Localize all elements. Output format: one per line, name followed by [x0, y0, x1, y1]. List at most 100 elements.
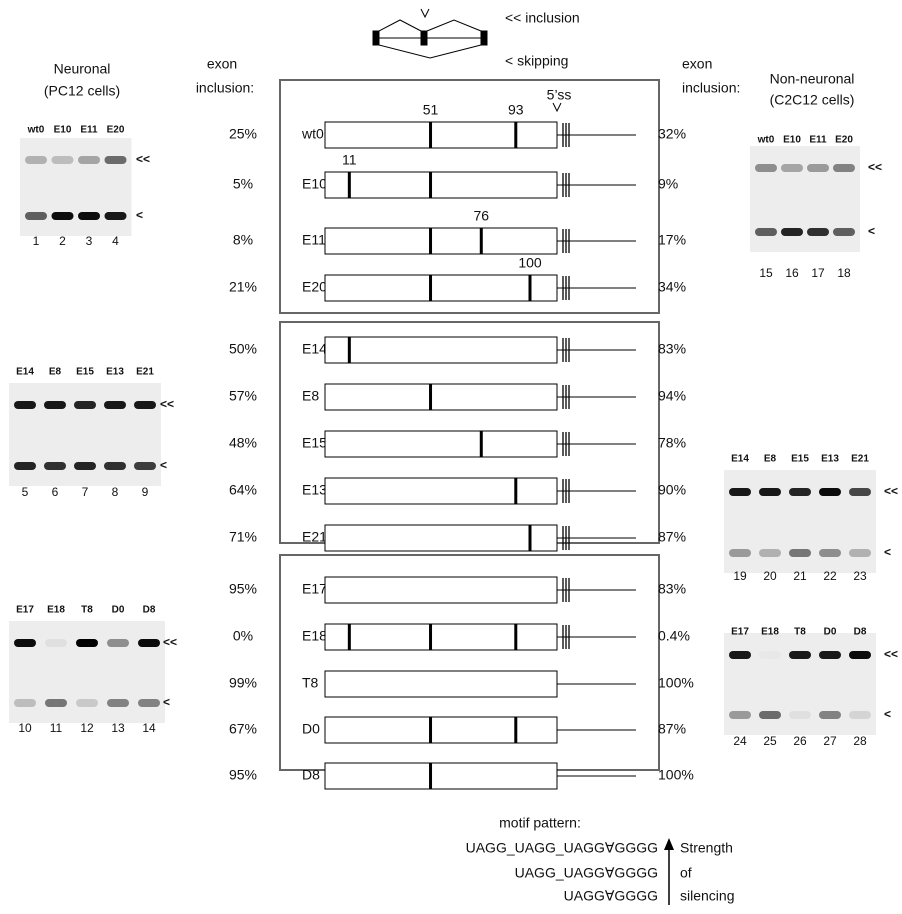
inclusion-left: 95%	[229, 581, 257, 597]
lane-label: E21	[136, 367, 154, 378]
gel-band	[14, 639, 36, 647]
lane-number: 25	[763, 734, 777, 748]
motif-title: motif pattern:	[499, 815, 581, 831]
gel-band	[849, 711, 871, 719]
lane-label: E21	[851, 454, 869, 465]
inclusion-left: 25%	[229, 126, 257, 142]
lane-number: 20	[763, 569, 777, 583]
heading: inclusion:	[682, 80, 740, 96]
motif-mark	[348, 624, 351, 650]
gel-band	[45, 639, 67, 647]
exon-box	[325, 478, 557, 504]
gel-band	[781, 164, 803, 172]
gel-background	[724, 470, 876, 573]
gel-band	[781, 228, 803, 236]
heading: (C2C12 cells)	[770, 92, 855, 108]
motif-pattern: UAGG_UAGG_UAGG∀GGGG	[466, 840, 658, 856]
construct-name: D8	[302, 767, 320, 783]
gel-band	[807, 164, 829, 172]
motif-mark	[514, 478, 517, 504]
band-arrow: <	[884, 545, 891, 559]
gel-band	[25, 156, 47, 164]
lane-label: E11	[809, 135, 827, 146]
lane-number: 7	[82, 485, 89, 499]
inclusion-right: 87%	[658, 529, 686, 545]
lane-number: 16	[785, 266, 799, 280]
motif-position: 93	[508, 102, 524, 118]
motif-mark	[514, 122, 517, 148]
lane-label: E14	[731, 454, 749, 465]
gel-band	[104, 462, 126, 470]
motif-mark	[429, 384, 432, 410]
lane-number: 15	[759, 266, 773, 280]
band-arrow: <<	[884, 484, 898, 498]
lane-label: E10	[783, 135, 801, 146]
motif-position: 76	[473, 208, 489, 224]
inclusion-left: 0%	[233, 628, 253, 644]
lane-number: 11	[50, 721, 63, 735]
exon-box	[325, 577, 557, 603]
lane-number: 9	[142, 485, 149, 499]
gel-band	[819, 549, 841, 557]
band-arrow: <	[163, 695, 170, 709]
lane-number: 19	[733, 569, 747, 583]
lane-number: 17	[811, 266, 825, 280]
lane-number: 12	[80, 721, 94, 735]
exon-box	[325, 337, 557, 363]
band-arrow: <<	[163, 635, 177, 649]
gel-band	[107, 699, 129, 707]
gel-band	[52, 156, 74, 164]
inclusion-right: 83%	[658, 581, 686, 597]
heading: inclusion:	[196, 80, 254, 96]
gel-band	[759, 549, 781, 557]
motif-mark	[480, 228, 483, 254]
construct-name: E11	[302, 232, 326, 248]
exon-box	[325, 763, 557, 789]
exon-box	[325, 228, 557, 254]
exon-box	[325, 624, 557, 650]
lane-label: E15	[76, 367, 94, 378]
exon-box	[481, 31, 487, 45]
inclusion-left: 95%	[229, 767, 257, 783]
gel-band	[138, 699, 160, 707]
lane-label: E17	[731, 627, 749, 638]
inclusion-left: 57%	[229, 388, 257, 404]
heading: Neuronal	[54, 61, 111, 77]
heading: exon	[682, 56, 712, 72]
gel-band	[755, 228, 777, 236]
lane-number: 13	[111, 721, 125, 735]
lane-label: E20	[107, 125, 125, 136]
lane-label: wt0	[27, 125, 45, 136]
lane-label: T8	[794, 627, 806, 638]
heading: Non-neuronal	[770, 71, 855, 87]
lane-label: E13	[106, 367, 124, 378]
gel-band	[729, 651, 751, 659]
band-arrow: <	[884, 707, 891, 721]
gel-band	[819, 651, 841, 659]
motif-mark	[429, 228, 432, 254]
gel-band	[105, 212, 127, 220]
inclusion-left: 48%	[229, 435, 257, 451]
exon-box	[325, 384, 557, 410]
gel-band	[76, 639, 98, 647]
inclusion-left: 99%	[229, 675, 257, 691]
band-arrow: <	[136, 208, 143, 222]
motif-mark	[429, 122, 432, 148]
inclusion-right: 78%	[658, 435, 686, 451]
inclusion-right: 100%	[658, 675, 694, 691]
inclusion-left: 50%	[229, 341, 257, 357]
lane-label: E14	[16, 367, 34, 378]
gel-band	[755, 164, 777, 172]
motif-mark	[429, 624, 432, 650]
gel-band	[789, 711, 811, 719]
gel-background	[9, 383, 161, 486]
lane-number: 22	[823, 569, 837, 583]
lane-number: 18	[837, 266, 851, 280]
lane-label: E8	[49, 367, 62, 378]
lane-number: 2	[59, 234, 66, 248]
page: { "schematic": {"inclusion": "<< inclusi…	[0, 0, 902, 909]
schematic-label: << inclusion	[505, 10, 580, 26]
gel-band	[849, 488, 871, 496]
inclusion-left: 8%	[233, 232, 253, 248]
